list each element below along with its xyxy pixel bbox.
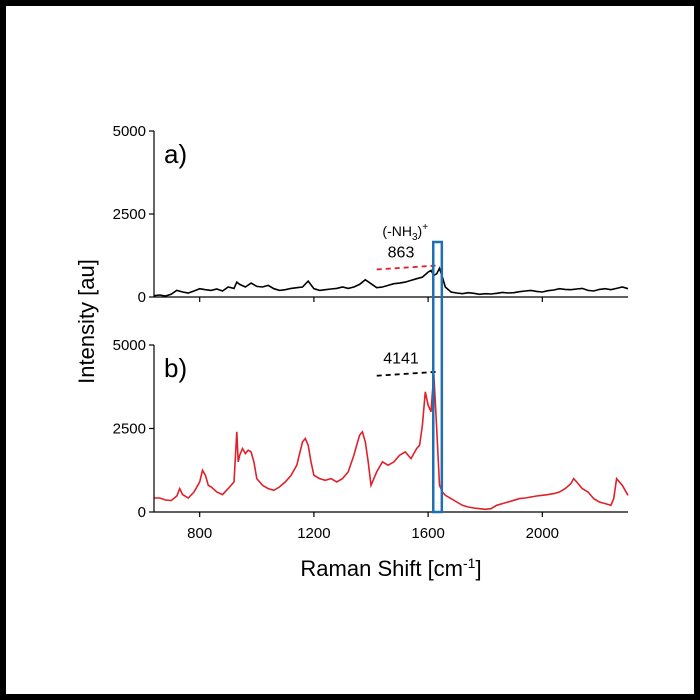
raman-spectra-chart: Intensity [au] Raman Shift [cm-1] 0 2500 5… <box>74 123 629 581</box>
y-tick-label: 5000 <box>113 123 146 140</box>
group-annotation: (-NH3)+ <box>382 222 428 243</box>
panel-label-b: b) <box>164 353 187 383</box>
x-axis-title-sup: -1 <box>463 555 476 571</box>
panel-a-x-ticks <box>199 297 543 302</box>
group-annotation-end: ) <box>418 223 423 239</box>
x-tick-label: 2000 <box>526 525 559 542</box>
panel-b-y-ticks: 0 2500 5000 <box>113 337 154 521</box>
figure-frame: Intensity [au] Raman Shift [cm-1] 0 2500 5… <box>6 6 694 694</box>
peak-marker-b <box>376 370 439 377</box>
panel-a-y-ticks: 0 2500 5000 <box>113 123 154 306</box>
group-annotation-sup: + <box>422 222 428 233</box>
panel-label-a: a) <box>164 139 187 169</box>
group-annotation-sub: 3 <box>412 232 418 243</box>
y-tick-label: 2500 <box>113 206 146 223</box>
x-tick-label: 1600 <box>411 525 444 542</box>
nh3-highlight-box <box>432 240 444 514</box>
x-tick-label: 1200 <box>297 525 330 542</box>
panel-a: 0 2500 5000 a) 863 (-NH3)+ <box>113 123 629 306</box>
y-tick-label: 2500 <box>113 421 146 438</box>
panel-b-x-ticks: 800 1200 1600 2000 <box>187 512 559 542</box>
y-tick-label: 5000 <box>113 337 146 354</box>
group-annotation-main: (-NH <box>382 223 412 239</box>
x-axis-title: Raman Shift [cm-1] <box>300 555 481 581</box>
series-line-a <box>153 266 629 297</box>
series-line-b <box>154 373 629 511</box>
y-axis-title: Intensity [au] <box>74 259 99 384</box>
x-axis-title-main: Raman Shift [cm <box>300 556 463 581</box>
x-tick-label: 800 <box>187 525 212 542</box>
panel-b: 0 2500 5000 800 1200 1600 2000 b) 4141 <box>113 337 629 542</box>
peak-value-a: 863 <box>388 244 415 261</box>
peak-value-b: 4141 <box>383 351 419 368</box>
peak-marker-a <box>376 264 439 271</box>
x-axis-title-end: ] <box>475 556 481 581</box>
y-tick-label: 0 <box>138 504 146 521</box>
y-tick-label: 0 <box>138 289 146 306</box>
